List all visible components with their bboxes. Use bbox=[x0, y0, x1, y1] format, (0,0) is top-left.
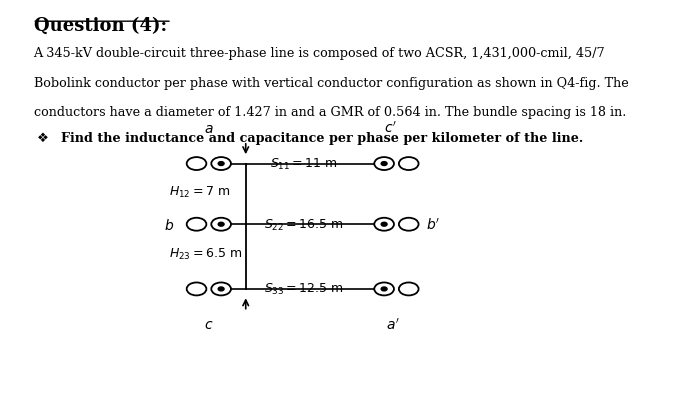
Text: ❖: ❖ bbox=[36, 132, 48, 145]
Text: $c'$: $c'$ bbox=[384, 121, 397, 136]
Text: $H_{23} = 6.5\ \mathrm{m}$: $H_{23} = 6.5\ \mathrm{m}$ bbox=[169, 246, 242, 261]
Text: conductors have a diameter of 1.427 in and a GMR of 0.564 in. The bundle spacing: conductors have a diameter of 1.427 in a… bbox=[34, 106, 626, 119]
Circle shape bbox=[218, 223, 224, 227]
Text: $b$: $b$ bbox=[164, 217, 174, 232]
Text: $S_{11} = 11\ \mathrm{m}$: $S_{11} = 11\ \mathrm{m}$ bbox=[270, 157, 338, 172]
Text: $H_{12} = 7\ \mathrm{m}$: $H_{12} = 7\ \mathrm{m}$ bbox=[169, 185, 230, 200]
Text: $a'$: $a'$ bbox=[386, 317, 400, 333]
Text: Find the inductance and capacitance per phase per kilometer of the line.: Find the inductance and capacitance per … bbox=[61, 132, 584, 145]
Text: Question (4):: Question (4): bbox=[34, 17, 167, 35]
Text: Bobolink conductor per phase with vertical conductor configuration as shown in Q: Bobolink conductor per phase with vertic… bbox=[34, 76, 629, 90]
Circle shape bbox=[382, 223, 387, 227]
Text: $a$: $a$ bbox=[204, 122, 214, 136]
Text: A 345-kV double-circuit three-phase line is composed of two ACSR, 1,431,000-cmil: A 345-kV double-circuit three-phase line… bbox=[34, 47, 606, 60]
Text: $c$: $c$ bbox=[204, 317, 214, 331]
Circle shape bbox=[382, 287, 387, 291]
Circle shape bbox=[382, 162, 387, 166]
Circle shape bbox=[218, 162, 224, 166]
Circle shape bbox=[218, 287, 224, 291]
Text: $b'$: $b'$ bbox=[426, 217, 440, 232]
Text: $S_{33} = 12.5\ \mathrm{m}$: $S_{33} = 12.5\ \mathrm{m}$ bbox=[265, 282, 344, 297]
Text: $S_{22} = 16.5\ \mathrm{m}$: $S_{22} = 16.5\ \mathrm{m}$ bbox=[265, 217, 344, 232]
